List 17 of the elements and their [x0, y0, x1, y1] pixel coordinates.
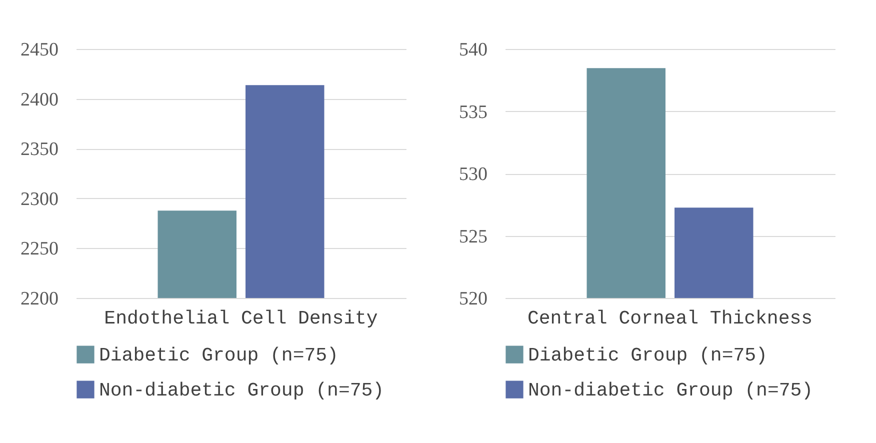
legend-label: Diabetic Group (n=75) [528, 344, 768, 366]
legend-label: Non-diabetic Group (n=75) [99, 380, 384, 402]
x-tick-label: Endothelial Cell Density [104, 308, 378, 330]
y-tick-label: 525 [459, 226, 488, 248]
y-tick-label: 540 [459, 40, 488, 60]
legend-label: Diabetic Group (n=75) [99, 344, 338, 366]
y-tick-label: 2300 [20, 188, 58, 210]
y-tick-label: 520 [459, 288, 488, 310]
y-tick-label: 2250 [20, 238, 58, 260]
y-tick-label: 2350 [20, 139, 58, 160]
y-tick-label: 2450 [20, 40, 58, 60]
y-tick-label: 2200 [20, 288, 58, 310]
y-tick-label: 2400 [20, 89, 58, 110]
y-tick-label: 535 [459, 102, 488, 123]
y-tick-label: 530 [459, 164, 488, 185]
x-tick-label: Central Corneal Thickness [527, 308, 813, 330]
legend-label: Non-diabetic Group (n=75) [528, 380, 814, 402]
